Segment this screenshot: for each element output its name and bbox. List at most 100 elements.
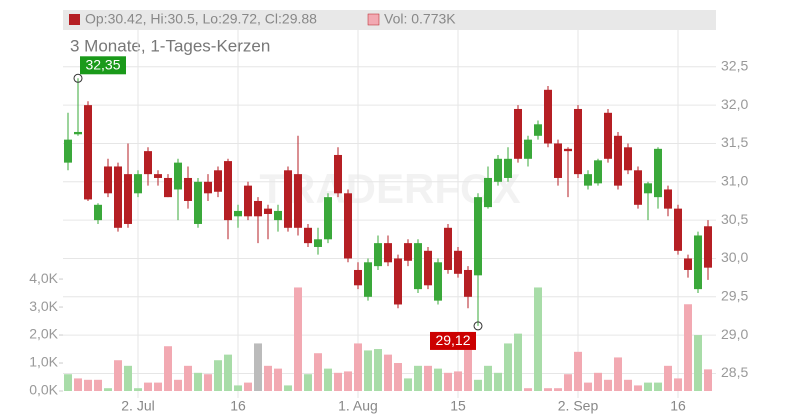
volume-bar	[434, 368, 442, 392]
volume-bar	[84, 379, 92, 392]
candle-body	[234, 210, 242, 217]
volume-bar	[164, 346, 172, 392]
y-tick-label: 29,5	[721, 288, 748, 304]
candle-body	[444, 227, 452, 270]
volume-bar	[534, 287, 542, 392]
candle-body	[164, 177, 172, 198]
volume-bar	[244, 382, 252, 392]
volume-bar	[74, 378, 82, 392]
volume-bar	[364, 350, 372, 392]
subtitle: 3 Monate, 1-Tages-Kerzen	[70, 36, 270, 55]
candle-body	[484, 177, 492, 208]
x-tick-label: 2. Sep	[558, 398, 599, 414]
candle-body	[654, 148, 662, 198]
candle-body	[134, 174, 142, 194]
volume-bar	[474, 379, 482, 392]
volume-bar	[254, 343, 262, 392]
candle-body	[694, 235, 702, 290]
candle-body	[114, 166, 122, 228]
volume-bar	[684, 304, 692, 392]
volume-bar	[304, 374, 312, 392]
volume-bar	[144, 382, 152, 392]
volume-bar	[274, 368, 282, 392]
candle-body	[684, 258, 692, 270]
x-tick-label: 1. Aug	[338, 398, 378, 414]
volume-bar	[494, 372, 502, 392]
candle-body	[454, 250, 462, 274]
candle-body	[554, 143, 562, 178]
annotation-box	[80, 56, 126, 75]
volume-bar	[104, 388, 112, 392]
candle-body	[104, 166, 112, 194]
volume-bar	[604, 379, 612, 392]
x-tick-label: 16	[230, 398, 246, 414]
candle-body	[64, 139, 72, 163]
volume-bar	[374, 349, 382, 392]
candle-body	[364, 262, 372, 297]
volume-bar	[234, 385, 242, 392]
volume-bar	[384, 354, 392, 392]
candle-body	[584, 174, 592, 186]
volume-bar	[514, 333, 522, 392]
candle-body	[244, 185, 252, 217]
volume-bar	[354, 343, 362, 392]
volume-bar	[414, 365, 422, 392]
volume-bar	[394, 363, 402, 392]
y-tick-label: 29,0	[721, 326, 748, 342]
volume-bar	[114, 360, 122, 392]
y-tick-label: 28,5	[721, 364, 748, 380]
volume-bar	[544, 388, 552, 392]
candle-body	[664, 189, 672, 209]
volume-bar	[94, 379, 102, 392]
x-tick-label: 2. Jul	[121, 398, 154, 414]
volume-bar	[424, 365, 432, 392]
candle-body	[624, 147, 632, 171]
volume-bar	[284, 385, 292, 392]
annotation-box	[430, 331, 476, 350]
y2-tick-label: 4,0K	[29, 270, 58, 286]
candle-body	[394, 258, 402, 305]
annotation-marker	[473, 321, 483, 331]
y-tick-label: 31,5	[721, 134, 748, 150]
candle-body	[374, 243, 382, 267]
volume-bar	[294, 287, 302, 392]
annotation-label: 32,35	[85, 57, 120, 73]
y-tick-label: 31,0	[721, 173, 748, 189]
candle-body	[294, 174, 302, 228]
volume-bar	[574, 351, 582, 392]
volume-bar	[444, 372, 452, 392]
volume-bar	[224, 354, 232, 392]
candle-body	[154, 174, 162, 178]
candle-body	[194, 181, 202, 224]
volume-bar	[264, 365, 272, 392]
candle-body	[434, 262, 442, 301]
candle-body	[414, 243, 422, 290]
volume-bar	[334, 372, 342, 392]
header-ohlc: Op:30.42, Hi:30.5, Lo:29.72, Cl:29.88	[85, 11, 317, 27]
volume-bar	[614, 357, 622, 392]
candle-body	[504, 158, 512, 178]
volume-bar	[624, 379, 632, 392]
candle-body	[304, 227, 312, 244]
candle-body	[334, 154, 342, 194]
volume-bar	[344, 371, 352, 392]
candle-body	[254, 200, 262, 217]
candle-body	[534, 124, 542, 136]
volume-bar	[644, 382, 652, 392]
y-tick-label: 30,0	[721, 249, 748, 265]
candle-body	[564, 148, 572, 152]
candle-body	[74, 131, 82, 135]
volume-bar	[184, 365, 192, 392]
volume-bar	[464, 346, 472, 392]
volume-bar	[454, 371, 462, 392]
candle-body	[174, 162, 182, 190]
candle-body	[314, 239, 322, 247]
header-vol: Vol: 0.773K	[384, 11, 456, 27]
volume-bar	[564, 374, 572, 392]
candle-body	[264, 208, 272, 214]
candle-body	[384, 243, 392, 263]
candle-body	[404, 243, 412, 261]
volume-bar	[214, 360, 222, 392]
candle-body	[344, 193, 352, 259]
candle-body	[424, 250, 432, 286]
